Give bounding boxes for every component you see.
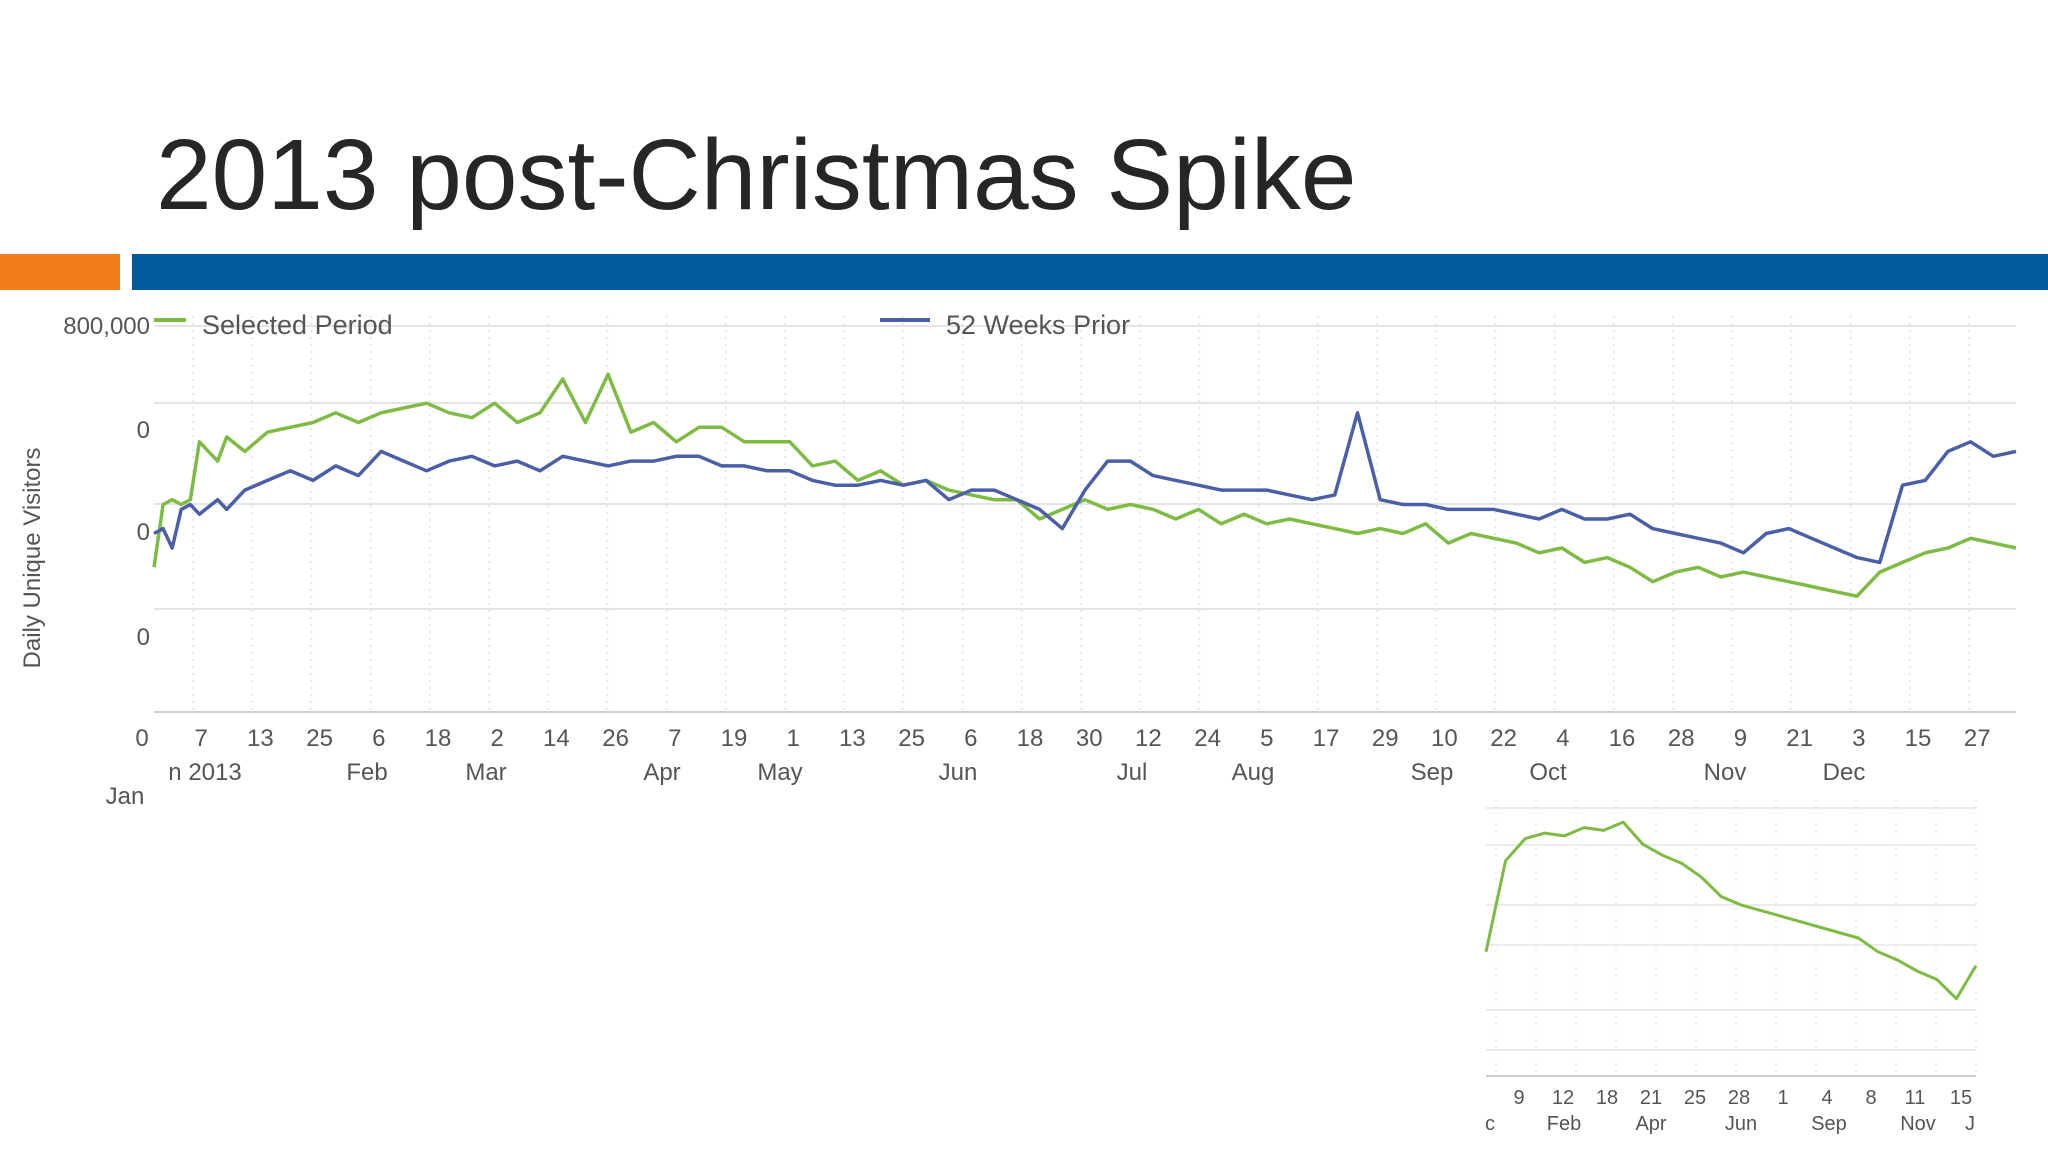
inset-x-tick-label: 25	[1684, 1087, 1706, 1109]
x-tick-label: 25	[306, 725, 333, 752]
x-tick-label: 22	[1490, 725, 1517, 752]
x-tick-label: 18	[425, 725, 452, 752]
y-tick-label: 800,000	[63, 313, 150, 340]
inset-x-tick-label: 12	[1552, 1087, 1574, 1109]
x-tick-label: 2	[491, 725, 504, 752]
x-month-label: Dec	[1823, 759, 1866, 786]
y-tick-label: 0	[137, 519, 150, 546]
inset-x-tick-label: 18	[1596, 1087, 1618, 1109]
inset-series-line	[1484, 820, 1978, 1001]
legend-label-selected: Selected Period	[202, 310, 393, 340]
inset-x-month-label: Nov	[1900, 1113, 1936, 1135]
x-tick-label: 7	[195, 725, 208, 752]
inset-x-tick-label: 9	[1513, 1087, 1524, 1109]
x-tick-label: 0	[135, 725, 148, 752]
series-line-selected-period	[152, 372, 2017, 598]
x-month-label: Oct	[1529, 759, 1567, 786]
series-line-52-weeks-prior	[153, 411, 2017, 565]
inset-x-tick-label: 11	[1905, 1087, 1926, 1109]
inset-x-month-label: J	[1965, 1113, 1975, 1135]
inset-x-month-label: Feb	[1547, 1113, 1581, 1135]
x-tick-label: 7	[668, 725, 681, 752]
x-tick-label: 18	[1017, 725, 1044, 752]
x-tick-label: 19	[721, 725, 748, 752]
x-tick-label: 26	[602, 725, 629, 752]
x-tick-label: 6	[964, 725, 977, 752]
inset-x-tick-label: 8	[1865, 1087, 1876, 1109]
inset-x-tick-label: 1	[1777, 1087, 1788, 1109]
x-tick-label: 17	[1313, 725, 1340, 752]
x-tick-label: 30	[1076, 725, 1103, 752]
legend-label-prior: 52 Weeks Prior	[946, 310, 1130, 340]
title-band	[132, 254, 2048, 290]
x-month-label: Feb	[346, 759, 387, 786]
page-title: 2013 post-Christmas Spike	[156, 119, 1357, 231]
x-month-label: Mar	[465, 759, 506, 786]
x-tick-label: 24	[1194, 725, 1221, 752]
inset-x-month-label: c	[1485, 1113, 1495, 1135]
inset-x-tick-label: 21	[1640, 1087, 1662, 1109]
x-tick-label: 12	[1135, 725, 1162, 752]
y-tick-label: 0	[137, 624, 150, 651]
x-tick-label: 28	[1668, 725, 1695, 752]
x-month-label: Nov	[1704, 759, 1747, 786]
x-month-label: Jul	[1117, 759, 1148, 786]
inset-x-tick-label: 15	[1950, 1087, 1972, 1109]
x-month-label: Jun	[939, 759, 978, 786]
x-tick-label: 13	[247, 725, 274, 752]
x-tick-label: 14	[543, 725, 570, 752]
x-month-label: n 2013	[168, 759, 241, 786]
x-month-label: Sep	[1411, 759, 1454, 786]
x-tick-label: 15	[1905, 725, 1932, 752]
y-axis-label: Daily Unique Visitors	[19, 448, 46, 669]
y-tick-label: 0	[137, 417, 150, 444]
x-tick-label: 10	[1431, 725, 1458, 752]
x-tick-label: 16	[1609, 725, 1636, 752]
x-tick-label: 13	[839, 725, 866, 752]
x-tick-label: 9	[1734, 725, 1747, 752]
x-tick-label: 27	[1964, 725, 1991, 752]
inset-x-month-label: Jun	[1725, 1113, 1757, 1135]
x-tick-label: 4	[1556, 725, 1569, 752]
inset-x-tick-label: 28	[1728, 1087, 1750, 1109]
x-month-label: Apr	[643, 759, 680, 786]
x-tick-label: 29	[1372, 725, 1399, 752]
x-tick-label: 5	[1260, 725, 1273, 752]
x-month-label: Aug	[1232, 759, 1275, 786]
inset-x-tick-label: 4	[1821, 1087, 1832, 1109]
x-tick-label: 3	[1852, 725, 1865, 752]
inset-x-month-label: Apr	[1635, 1113, 1666, 1135]
x-month-label: May	[757, 759, 802, 786]
x-tick-label: 6	[372, 725, 385, 752]
x-tick-label: 1	[787, 725, 800, 752]
inset-x-month-label: Sep	[1811, 1113, 1847, 1135]
title-accent-bar	[0, 254, 120, 290]
x-tick-label: 25	[898, 725, 925, 752]
x-year-label: Jan	[106, 783, 145, 810]
x-tick-label: 21	[1786, 725, 1813, 752]
